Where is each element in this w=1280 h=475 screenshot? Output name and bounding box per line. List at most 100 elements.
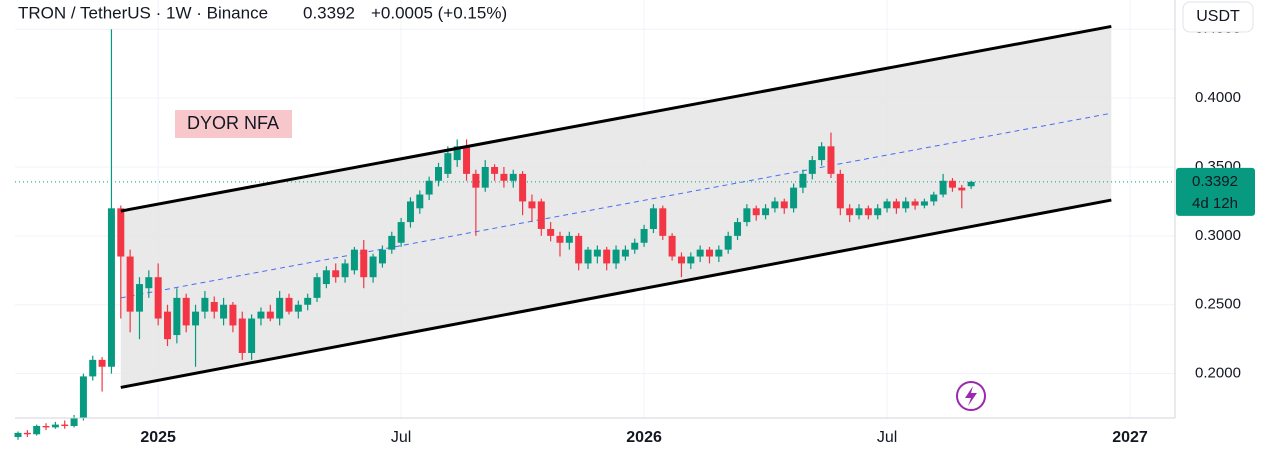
candle-body bbox=[659, 208, 667, 236]
candle-body bbox=[631, 242, 639, 250]
candle-body bbox=[799, 173, 807, 188]
x-tick-label: 2027 bbox=[1112, 429, 1148, 446]
candle-body bbox=[145, 277, 153, 289]
candle-body bbox=[752, 208, 760, 216]
candle-body bbox=[98, 359, 106, 367]
candle-body bbox=[537, 201, 545, 229]
lightning-icon[interactable] bbox=[956, 381, 986, 411]
candle-body bbox=[724, 235, 732, 250]
candle-body bbox=[920, 201, 928, 206]
candle-body bbox=[584, 249, 592, 264]
candle-body bbox=[519, 173, 527, 202]
axes: 0.20000.25000.30000.35000.40000.45002025… bbox=[140, 20, 1255, 446]
candle-body bbox=[164, 311, 172, 340]
candle-body bbox=[248, 318, 256, 353]
lightning-glyph[interactable] bbox=[965, 386, 977, 406]
candle-body bbox=[229, 304, 237, 326]
price-tag bbox=[1176, 167, 1255, 216]
y-tick-label: 0.4000 bbox=[1195, 89, 1241, 106]
candle-body bbox=[827, 146, 835, 174]
candle-body bbox=[89, 359, 97, 377]
candle-body bbox=[902, 201, 910, 209]
annotation-bg bbox=[175, 110, 292, 138]
candle-body bbox=[696, 249, 704, 257]
candle-body bbox=[621, 249, 629, 257]
candle-body bbox=[201, 297, 209, 312]
candle-body bbox=[715, 249, 723, 257]
candle-body bbox=[397, 222, 405, 243]
annotation: DYOR NFA bbox=[187, 113, 279, 133]
candle-body bbox=[565, 235, 573, 243]
candle-body bbox=[135, 284, 143, 312]
candle-body bbox=[500, 173, 508, 181]
candle-body bbox=[836, 173, 844, 209]
candle-body bbox=[79, 376, 87, 418]
candle-body bbox=[350, 249, 358, 271]
candle-body bbox=[762, 208, 770, 216]
candle-body bbox=[51, 424, 59, 428]
candle-body bbox=[808, 160, 816, 174]
x-tick-label: 2026 bbox=[626, 429, 662, 446]
candle-body bbox=[425, 180, 433, 195]
candle-body bbox=[173, 297, 181, 336]
candle-body bbox=[846, 208, 854, 216]
candle-body bbox=[182, 297, 190, 326]
header-change: +0.0005 (+0.15%) bbox=[371, 3, 507, 22]
candle-body bbox=[154, 277, 162, 319]
candle-body bbox=[556, 235, 564, 243]
candle-body bbox=[958, 187, 966, 191]
candle-body bbox=[603, 249, 611, 264]
candle-body bbox=[341, 263, 349, 278]
candle-body bbox=[472, 173, 480, 188]
candle-body bbox=[42, 425, 50, 428]
candle-body bbox=[855, 208, 863, 216]
candle-body bbox=[948, 180, 956, 188]
y-tick-label: 0.2000 bbox=[1195, 365, 1241, 382]
candle-body bbox=[911, 201, 919, 206]
candle-body bbox=[435, 166, 443, 181]
candle-body bbox=[304, 297, 312, 305]
candle-body bbox=[313, 277, 321, 298]
x-tick-label: Jul bbox=[877, 429, 897, 446]
currency-label[interactable]: USDT bbox=[1196, 8, 1240, 25]
candle-body bbox=[547, 228, 555, 236]
candle-body bbox=[266, 311, 274, 319]
channel-fill bbox=[120, 26, 1112, 388]
channel-lower bbox=[120, 198, 1112, 389]
candle-body bbox=[453, 146, 461, 161]
candle-body bbox=[677, 256, 685, 264]
candle-body bbox=[33, 425, 41, 435]
currency-button[interactable] bbox=[1182, 1, 1254, 33]
channel-upper bbox=[120, 24, 1112, 213]
candle-body bbox=[257, 311, 265, 319]
candle-body bbox=[70, 417, 78, 426]
candle-body bbox=[192, 311, 200, 326]
countdown: 4d 12h bbox=[1192, 195, 1238, 212]
candle-body bbox=[360, 249, 368, 278]
x-tick-label: Jul bbox=[391, 429, 411, 446]
candle-body bbox=[444, 153, 452, 174]
candle-body bbox=[61, 424, 69, 426]
candle-body bbox=[528, 201, 536, 209]
y-tick-label: 0.3000 bbox=[1195, 227, 1241, 244]
candle-body bbox=[705, 249, 713, 257]
candle-body bbox=[220, 304, 228, 319]
candle-body bbox=[687, 256, 695, 264]
candle-body bbox=[481, 166, 489, 188]
candle-body bbox=[14, 432, 22, 438]
candle-body bbox=[874, 208, 882, 216]
candle-body bbox=[939, 180, 947, 195]
y-tick-label: 0.2500 bbox=[1195, 296, 1241, 313]
candle-body bbox=[818, 146, 826, 161]
plot bbox=[14, 24, 1175, 440]
candle-body bbox=[593, 249, 601, 257]
candle-body bbox=[649, 208, 657, 229]
candle-body bbox=[322, 270, 330, 285]
candle-body bbox=[668, 235, 676, 257]
candle-body bbox=[416, 194, 424, 209]
candle-body bbox=[210, 301, 218, 312]
candle-body bbox=[790, 187, 798, 209]
candle-body bbox=[771, 201, 779, 209]
